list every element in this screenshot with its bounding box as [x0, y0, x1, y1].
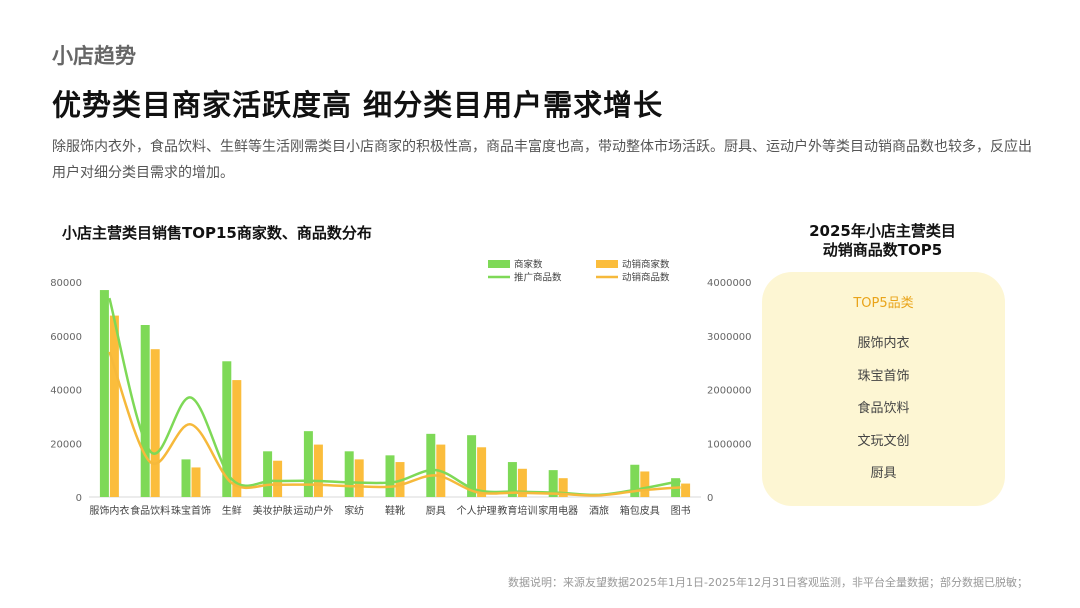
- x-tick-label: 箱包皮具: [620, 504, 660, 517]
- bar-merchants: [507, 462, 517, 497]
- top5-item: 服饰内衣: [857, 336, 910, 351]
- bar-active-merchants: [517, 468, 527, 497]
- x-tick-label: 家用电器: [538, 504, 578, 517]
- x-tick-label: 鞋靴: [385, 504, 405, 517]
- y-right-tick-label: 2000000: [707, 386, 752, 397]
- bar-merchants: [140, 325, 150, 497]
- x-tick-label: 图书: [671, 505, 691, 517]
- top5-item: 食品饮料: [857, 401, 910, 416]
- bar-merchants: [426, 433, 436, 497]
- top5-header: TOP5品类: [853, 296, 914, 311]
- y-left-tick-label: 40000: [50, 386, 82, 397]
- top5-title: 2025年小店主营类目 动销商品数TOP5: [760, 222, 1005, 260]
- bar-merchants: [181, 459, 191, 497]
- data-footnote: 数据说明：来源友望数据2025年1月1日-2025年12月31日客观监测，非平台…: [508, 576, 1028, 589]
- bar-merchants: [263, 451, 273, 497]
- y-left-tick-label: 80000: [50, 278, 82, 289]
- page-headline: 优势类目商家活跃度高 细分类目用户需求增长: [52, 88, 664, 122]
- bar-active-merchants: [681, 483, 691, 497]
- legend-active-merchants-label: 动销商家数: [622, 259, 670, 271]
- legend-merchants-swatch: [488, 260, 510, 268]
- bar-active-merchants: [354, 459, 364, 497]
- bar-active-merchants: [640, 471, 650, 497]
- x-tick-label: 珠宝首饰: [171, 504, 211, 517]
- bar-merchants: [630, 464, 640, 497]
- bar-active-merchants: [273, 460, 283, 497]
- section-label: 小店趋势: [52, 44, 136, 68]
- x-tick-label: 酒旅: [589, 504, 609, 517]
- bar-active-merchants: [232, 380, 242, 497]
- top5-title-line2: 动销商品数TOP5: [822, 241, 943, 259]
- x-tick-label: 食品饮料: [130, 504, 170, 517]
- bar-active-merchants: [191, 467, 201, 497]
- top5-item: 文玩文创: [857, 433, 910, 449]
- bar-active-merchants: [313, 444, 323, 497]
- top5-list: 服饰内衣 珠宝首饰 食品饮料 文玩文创 厨具: [762, 332, 1005, 495]
- y-right-tick-label: 1000000: [707, 439, 752, 450]
- bar-active-merchants: [150, 349, 160, 497]
- top5-item: 珠宝首饰: [857, 368, 910, 384]
- x-tick-label: 厨具: [426, 505, 446, 517]
- y-right-tick-label: 3000000: [707, 332, 752, 343]
- line-promoted-products: [108, 297, 681, 497]
- legend-sold-products-label: 动销商品数: [622, 272, 670, 284]
- bar-merchants: [222, 361, 232, 497]
- legend-active-merchants-swatch: [596, 260, 618, 268]
- bar-merchants: [99, 290, 109, 497]
- bar-active-merchants: [109, 315, 119, 497]
- bar-active-merchants: [558, 478, 568, 497]
- bar-active-merchants: [477, 447, 487, 497]
- y-left-tick-label: 60000: [50, 332, 82, 343]
- top5-item: 厨具: [870, 466, 897, 481]
- bar-merchants: [548, 470, 558, 497]
- bar-merchants: [303, 431, 313, 497]
- top5-panel: TOP5品类 服饰内衣 珠宝首饰 食品饮料 文玩文创 厨具: [762, 272, 1005, 506]
- y-left-tick-label: 0: [76, 493, 82, 504]
- x-tick-label: 教育培训: [497, 504, 537, 517]
- legend-promoted-products-label: 推广商品数: [514, 272, 562, 284]
- y-right-tick-label: 4000000: [707, 278, 752, 289]
- x-tick-label: 家纺: [344, 504, 364, 517]
- y-left-tick-label: 20000: [50, 439, 82, 450]
- bar-merchants: [467, 435, 477, 497]
- x-tick-label: 运动户外: [293, 504, 333, 517]
- chart-title: 小店主营类目销售TOP15商家数、商品数分布: [62, 224, 372, 242]
- bar-merchants: [385, 455, 395, 497]
- x-tick-label: 个人护理: [457, 504, 497, 517]
- y-right-tick-label: 0: [707, 493, 713, 504]
- page-description: 除服饰内衣外，食品饮料、生鲜等生活刚需类目小店商家的积极性高，商品丰富度也高，带…: [52, 139, 1032, 181]
- top5-title-line1: 2025年小店主营类目: [809, 222, 956, 240]
- legend-merchants-label: 商家数: [514, 259, 543, 271]
- x-tick-label: 服饰内衣: [89, 504, 129, 517]
- line-sold-products: [108, 351, 681, 497]
- x-tick-label: 美妆护肤: [253, 504, 293, 517]
- bar-merchants: [344, 451, 354, 497]
- x-tick-label: 生鲜: [222, 504, 242, 517]
